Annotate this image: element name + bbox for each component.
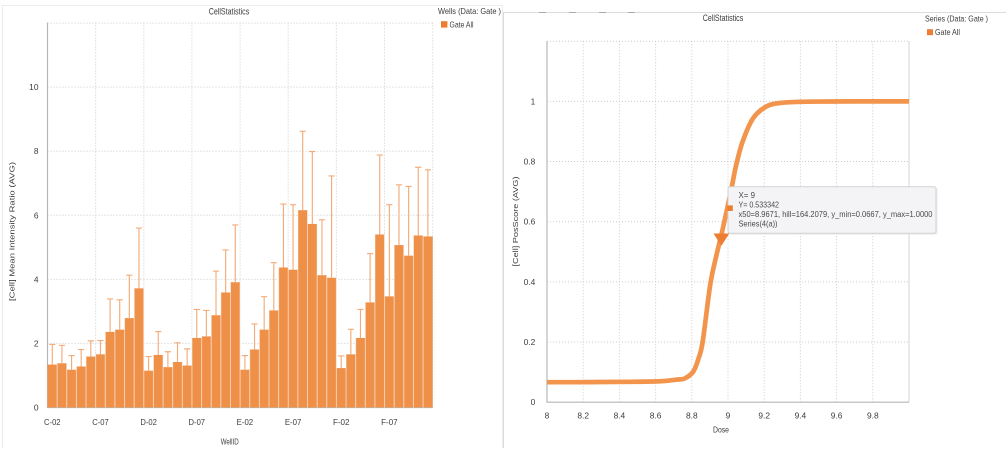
svg-text:X= 9: X= 9 bbox=[739, 191, 756, 200]
svg-text:6: 6 bbox=[34, 210, 39, 220]
svg-text:9.4: 9.4 bbox=[795, 411, 807, 421]
svg-text:Gate All: Gate All bbox=[935, 27, 960, 37]
svg-text:CellStatistics: CellStatistics bbox=[209, 6, 250, 16]
svg-text:C-02: C-02 bbox=[44, 417, 61, 427]
svg-text:0: 0 bbox=[34, 403, 39, 413]
svg-text:8: 8 bbox=[545, 411, 550, 421]
svg-text:D-02: D-02 bbox=[140, 417, 157, 427]
svg-text:0.6: 0.6 bbox=[524, 217, 536, 227]
svg-text:8.2: 8.2 bbox=[577, 411, 589, 421]
svg-text:C-07: C-07 bbox=[92, 417, 109, 427]
svg-text:9: 9 bbox=[726, 411, 731, 421]
svg-text:8.6: 8.6 bbox=[650, 411, 662, 421]
svg-text:9.8: 9.8 bbox=[867, 411, 879, 421]
svg-text:9.6: 9.6 bbox=[831, 411, 843, 421]
svg-text:Y= 0.533342: Y= 0.533342 bbox=[739, 200, 780, 209]
svg-text:8: 8 bbox=[34, 146, 39, 156]
svg-text:0.2: 0.2 bbox=[524, 337, 536, 347]
svg-text:[Cell] Mean Intensity Ratio (A: [Cell] Mean Intensity Ratio (AVG) bbox=[8, 161, 17, 301]
svg-text:Gate All: Gate All bbox=[450, 20, 474, 30]
svg-text:Series (Data: Gate ): Series (Data: Gate ) bbox=[925, 14, 988, 24]
svg-text:0: 0 bbox=[531, 397, 536, 407]
svg-text:2: 2 bbox=[34, 338, 39, 348]
svg-text:WellID: WellID bbox=[221, 437, 239, 447]
svg-text:8.4: 8.4 bbox=[614, 411, 626, 421]
svg-text:10: 10 bbox=[29, 82, 39, 92]
svg-text:Series(4(a)): Series(4(a)) bbox=[739, 220, 778, 229]
svg-text:8.8: 8.8 bbox=[686, 411, 698, 421]
svg-text:4: 4 bbox=[34, 274, 39, 284]
svg-text:F-07: F-07 bbox=[381, 417, 398, 427]
svg-text:0.4: 0.4 bbox=[524, 277, 536, 287]
svg-text:Dose: Dose bbox=[713, 425, 729, 435]
svg-text:D-07: D-07 bbox=[189, 417, 206, 427]
svg-text:9.2: 9.2 bbox=[758, 411, 770, 421]
svg-text:E-07: E-07 bbox=[285, 417, 302, 427]
svg-text:CellStatistics: CellStatistics bbox=[703, 13, 744, 23]
svg-text:F-02: F-02 bbox=[333, 417, 350, 427]
svg-text:[Cell] PosScore (AVG): [Cell] PosScore (AVG) bbox=[511, 176, 520, 267]
svg-text:1: 1 bbox=[531, 96, 536, 106]
svg-text:x50=8.9671, hill=164.2079, y_m: x50=8.9671, hill=164.2079, y_min=0.0667,… bbox=[739, 210, 934, 219]
svg-text:Wells (Data: Gate ): Wells (Data: Gate ) bbox=[438, 6, 501, 16]
svg-text:E-02: E-02 bbox=[237, 417, 254, 427]
svg-text:0.8: 0.8 bbox=[524, 157, 536, 167]
